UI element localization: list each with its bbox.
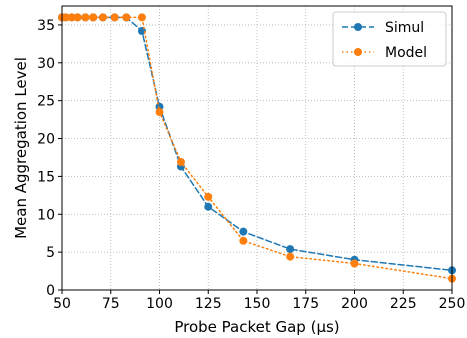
data-point — [239, 236, 248, 245]
data-point — [176, 158, 185, 167]
data-point — [110, 13, 119, 22]
y-tick-label: 5 — [46, 245, 55, 261]
data-point — [286, 252, 295, 261]
legend-item-model: Model — [342, 45, 427, 61]
data-point — [137, 13, 146, 22]
series-model — [58, 13, 456, 283]
data-point — [204, 192, 213, 201]
axis-ticks: 50 75 100 125 150 175 200 225 250 0 5 10 15 20 25 30 35 — [37, 18, 465, 312]
legend-items: Simul Model — [342, 20, 427, 61]
y-axis-label: Mean Aggregation Level — [12, 57, 30, 239]
legend-label: Model — [385, 45, 427, 61]
data-point — [122, 13, 131, 22]
legend: Simul Model — [332, 11, 447, 67]
data-point — [67, 13, 76, 22]
x-tick-label: 175 — [292, 296, 319, 312]
legend-marker — [354, 23, 362, 31]
y-tick-label: 10 — [37, 207, 55, 223]
data-point — [98, 13, 107, 22]
data-point — [350, 259, 359, 268]
legend-marker — [354, 48, 362, 56]
x-tick-label: 50 — [53, 296, 71, 312]
y-tick-label: 15 — [37, 169, 55, 185]
legend-item-simul: Simul — [342, 20, 424, 36]
x-tick-label: 150 — [244, 296, 271, 312]
data-point — [204, 202, 213, 211]
data-point — [89, 13, 98, 22]
data-point — [239, 227, 248, 236]
x-axis-label: Probe Packet Gap (μs) — [174, 318, 339, 336]
y-tick-label: 20 — [37, 132, 55, 148]
legend-label: Simul — [385, 20, 424, 36]
y-tick-label: 35 — [37, 18, 55, 34]
x-tick-label: 100 — [146, 296, 173, 312]
x-tick-label: 250 — [439, 296, 466, 312]
x-tick-label: 225 — [390, 296, 417, 312]
data-point — [61, 13, 70, 22]
data-point — [81, 13, 90, 22]
y-tick-label: 0 — [46, 283, 55, 299]
x-tick-label: 125 — [195, 296, 222, 312]
x-tick-label: 200 — [341, 296, 368, 312]
data-point — [286, 245, 295, 254]
data-point — [73, 13, 82, 22]
y-tick-label: 25 — [37, 94, 55, 110]
data-point — [155, 108, 164, 117]
x-tick-label: 75 — [102, 296, 120, 312]
y-tick-label: 30 — [37, 56, 55, 72]
